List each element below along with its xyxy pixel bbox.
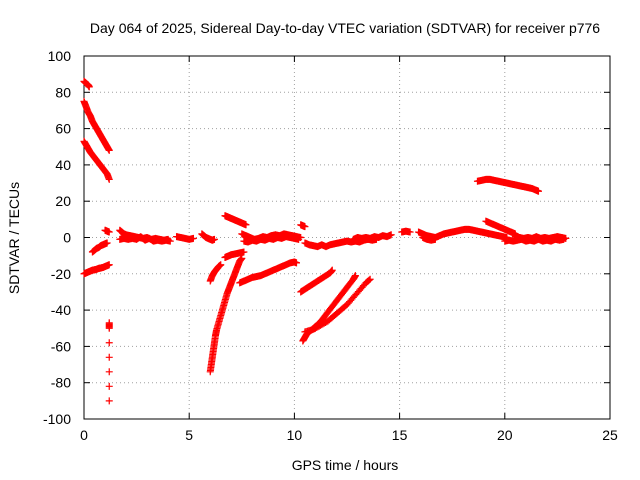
- data-point: [295, 235, 303, 243]
- series-s14: [221, 248, 248, 261]
- data-point: [364, 277, 372, 285]
- series-s4: [80, 261, 113, 278]
- series-s7: [105, 319, 113, 405]
- series-s12: [206, 254, 246, 376]
- series-s18: [240, 233, 303, 246]
- data-point: [189, 234, 197, 242]
- series-s27: [419, 234, 439, 244]
- data-point: [105, 339, 113, 347]
- data-point: [562, 234, 570, 242]
- series-s20: [297, 266, 336, 296]
- series-s6: [101, 226, 113, 236]
- series-s25: [398, 227, 414, 236]
- series-s29: [482, 217, 519, 238]
- x-tick-label: 20: [497, 427, 513, 443]
- y-tick-label: -100: [43, 411, 71, 427]
- series-s22: [301, 275, 374, 336]
- series-s5: [88, 239, 111, 256]
- series-s1: [80, 77, 93, 91]
- y-tick-label: 100: [48, 48, 72, 64]
- x-tick-label: 25: [602, 427, 618, 443]
- data-point: [293, 259, 301, 267]
- y-tick-label: -60: [51, 338, 71, 354]
- data-point: [534, 187, 542, 195]
- x-tick-labels: 0 5 10 15 20 25: [80, 427, 618, 443]
- x-tick-label: 10: [287, 427, 303, 443]
- y-tick-labels: -100 -80 -60 -40 -20 0 20 40 60 80 100: [43, 48, 71, 427]
- y-axis-label: SDTVAR / TECUs: [6, 182, 22, 294]
- series-s11: [198, 230, 218, 244]
- data-point: [387, 231, 395, 239]
- data-point: [366, 275, 374, 283]
- y-tick-label: -80: [51, 375, 71, 391]
- series-s9: [116, 233, 174, 245]
- x-axis-label: GPS time / hours: [292, 457, 399, 473]
- y-tick-label: 0: [63, 230, 71, 246]
- data-point: [351, 272, 359, 280]
- data-point: [242, 221, 250, 229]
- data-point: [105, 397, 113, 405]
- series-s24: [349, 231, 395, 243]
- series-s31: [511, 233, 570, 242]
- y-tick-label: -40: [51, 302, 71, 318]
- series-s15: [221, 212, 250, 229]
- data-point: [105, 228, 113, 236]
- data-series: [80, 77, 570, 405]
- data-point: [105, 146, 113, 154]
- data-point: [105, 324, 113, 332]
- data-point: [105, 353, 113, 361]
- chart-title: Day 064 of 2025, Sidereal Day-to-day VTE…: [90, 20, 600, 36]
- y-tick-label: 40: [55, 157, 71, 173]
- data-point: [105, 382, 113, 390]
- series-s28: [473, 175, 542, 195]
- data-point: [105, 175, 113, 183]
- y-tick-label: 20: [55, 193, 71, 209]
- data-point: [240, 248, 248, 256]
- data-point: [301, 223, 309, 231]
- x-tick-label: 15: [392, 427, 408, 443]
- data-point: [328, 266, 336, 274]
- data-point: [365, 276, 373, 284]
- grid: [84, 56, 610, 419]
- series-s3: [80, 137, 113, 183]
- data-point: [105, 368, 113, 376]
- data-point: [217, 261, 225, 269]
- series-s21: [299, 272, 359, 345]
- y-tick-label: -20: [51, 266, 71, 282]
- series-s2: [80, 97, 113, 154]
- data-point: [166, 237, 174, 245]
- series-s10: [173, 233, 197, 243]
- series-s16: [236, 258, 301, 287]
- series-s19: [297, 221, 309, 231]
- x-tick-label: 0: [80, 427, 88, 443]
- data-point: [431, 235, 439, 243]
- data-point: [105, 261, 113, 269]
- data-point: [85, 83, 93, 91]
- data-point: [210, 235, 218, 243]
- data-point: [406, 228, 414, 236]
- series-s13: [206, 261, 225, 285]
- x-tick-label: 5: [185, 427, 193, 443]
- y-tick-label: 80: [55, 84, 71, 100]
- y-tick-label: 60: [55, 121, 71, 137]
- data-point: [103, 239, 111, 247]
